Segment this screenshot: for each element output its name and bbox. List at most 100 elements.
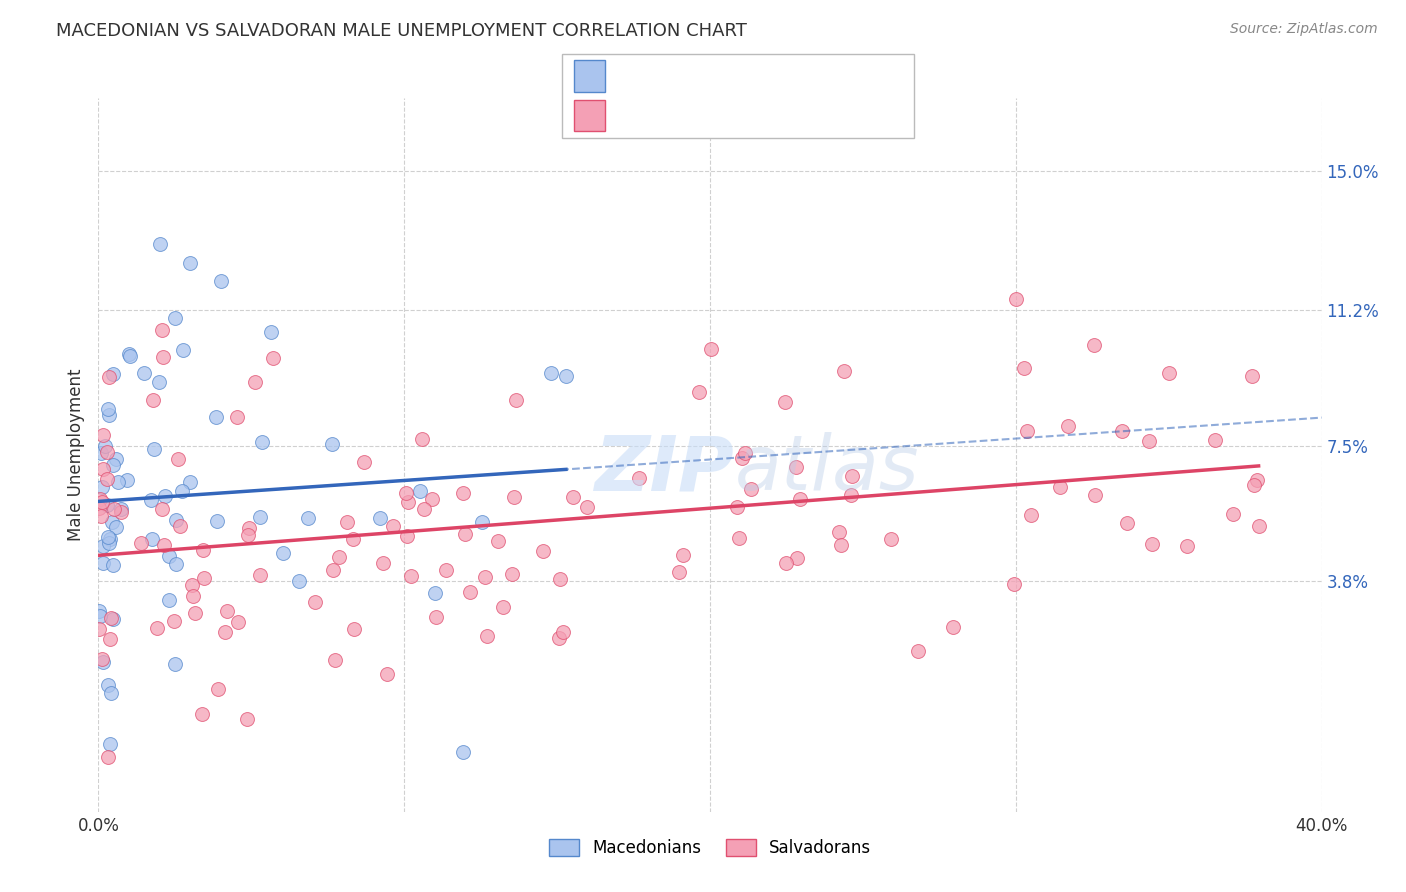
Point (115, 473, 138, 487)
Point (101, 612, 124, 626)
Point (451, 745, 474, 759)
Point (148, 375, 170, 389)
Point (90, 446, 112, 460)
Point (97, 678, 120, 692)
Point (1084, 488, 1107, 502)
Point (381, 518, 404, 533)
Point (343, 622, 366, 636)
Point (155, 489, 177, 503)
Point (828, 524, 851, 539)
Point (734, 446, 756, 460)
Point (204, 410, 226, 425)
Point (531, 544, 554, 558)
Point (93, 655, 115, 669)
Point (576, 500, 599, 515)
Point (492, 599, 515, 614)
Point (152, 502, 174, 516)
Point (1246, 473, 1268, 487)
Point (1116, 516, 1139, 530)
Point (104, 452, 127, 467)
Legend: Macedonians, Salvadorans: Macedonians, Salvadorans (541, 832, 879, 864)
Text: ZIP: ZIP (595, 433, 734, 506)
Point (907, 644, 929, 658)
Point (163, 614, 186, 628)
Point (236, 712, 259, 726)
Point (96, 499, 118, 513)
Point (163, 657, 186, 671)
Text: atlas: atlas (734, 433, 920, 506)
Point (101, 558, 124, 572)
Point (328, 549, 350, 564)
Point (321, 437, 343, 451)
Point (672, 548, 695, 562)
Point (98, 632, 121, 646)
Point (322, 563, 344, 577)
Point (142, 442, 165, 456)
Point (1222, 507, 1244, 521)
Point (1204, 433, 1226, 447)
Point (98, 737, 121, 751)
Point (555, 368, 578, 383)
Text: 0.119: 0.119 (669, 69, 725, 87)
Point (190, 706, 212, 721)
Point (193, 571, 215, 585)
Point (502, 490, 524, 504)
Point (548, 631, 571, 645)
Point (141, 532, 163, 546)
Point (731, 450, 754, 465)
Point (336, 515, 359, 529)
Point (551, 625, 574, 640)
Point (110, 505, 132, 519)
Point (471, 515, 494, 529)
Point (841, 469, 863, 483)
Point (942, 620, 965, 634)
Point (477, 628, 499, 642)
Point (157, 549, 180, 563)
Point (420, 491, 443, 506)
Point (371, 557, 394, 571)
Point (107, 475, 129, 490)
Point (1019, 508, 1042, 523)
Point (540, 366, 562, 380)
Point (627, 471, 650, 485)
Point (548, 573, 571, 587)
Point (97, 749, 120, 764)
Point (141, 492, 163, 507)
Point (1140, 536, 1163, 550)
Text: R =: R = (616, 69, 655, 87)
Point (129, 536, 152, 550)
Text: N =: N = (749, 69, 789, 87)
Point (226, 615, 249, 629)
Point (96, 530, 118, 544)
Point (146, 621, 169, 635)
Point (172, 343, 194, 357)
Point (786, 551, 808, 566)
Point (501, 567, 523, 582)
Point (304, 594, 326, 608)
Point (453, 486, 475, 500)
Point (90, 480, 112, 494)
Point (505, 392, 527, 407)
Point (172, 484, 194, 499)
Point (700, 342, 723, 356)
Point (785, 459, 807, 474)
Text: R =: R = (616, 108, 655, 126)
Point (191, 543, 214, 558)
Point (152, 350, 174, 364)
Point (101, 367, 124, 381)
Point (90, 508, 112, 523)
Point (209, 274, 232, 288)
Point (249, 510, 271, 524)
Point (90, 652, 112, 666)
Point (101, 458, 124, 473)
Point (1017, 425, 1039, 439)
Point (353, 454, 375, 468)
Point (249, 568, 271, 582)
Point (1175, 539, 1198, 553)
Point (789, 491, 811, 506)
Point (1004, 293, 1026, 307)
Point (1241, 368, 1264, 383)
Point (98, 533, 121, 547)
Point (159, 592, 181, 607)
Point (474, 570, 496, 584)
